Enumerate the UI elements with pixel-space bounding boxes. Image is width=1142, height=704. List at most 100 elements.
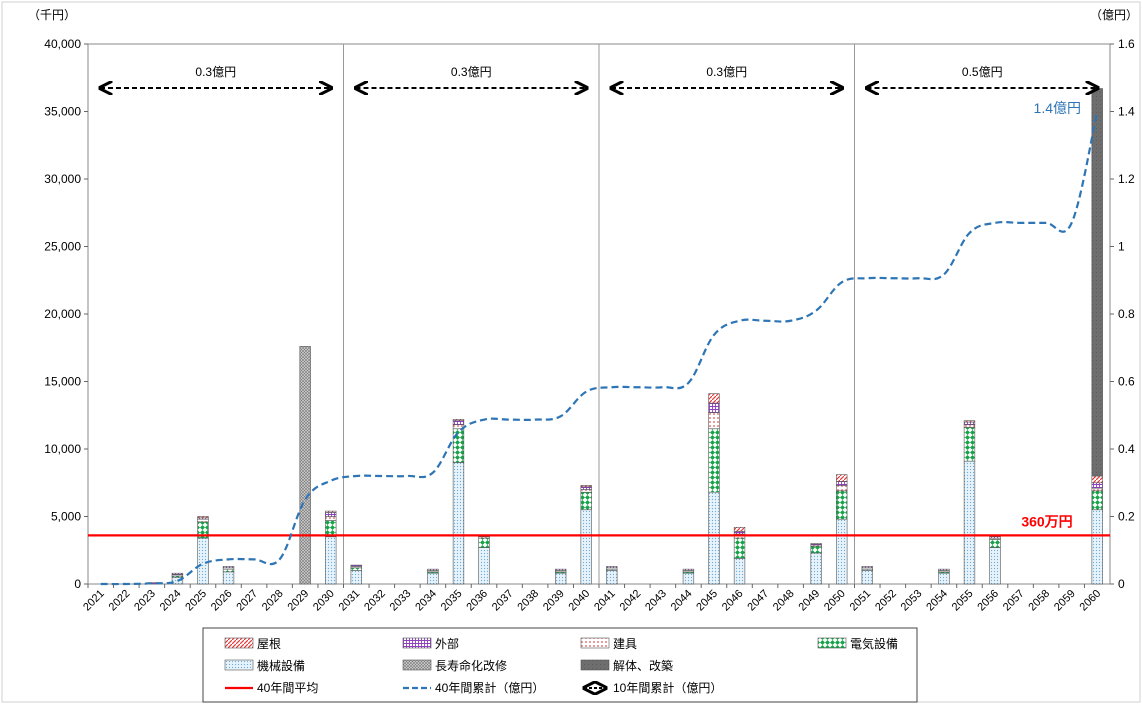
average-label: 360万円 [1021,513,1072,529]
x-tick-label: 2037 [490,588,516,614]
bar-segment [963,427,976,462]
bar-segment [963,460,976,585]
bar-segment [171,572,184,575]
bar-segment [1091,88,1103,477]
x-tick-label: 2044 [669,588,695,614]
bar-segment [197,516,209,519]
x-tick-label: 2048 [771,588,797,614]
bar-segment [478,537,490,548]
bar-segment [708,491,720,585]
x-tick-label: 2046 [720,588,746,614]
y-left-tick-label: 20,000 [44,307,81,321]
bar-segment [682,572,695,585]
bar-segment [555,572,567,585]
x-tick-label: 2050 [822,588,848,614]
bar-segment [682,568,695,571]
bar-segment [580,509,592,585]
bar-segment [222,571,235,585]
y-right-tick-label: 0.2 [1118,510,1135,524]
bar-segment [708,412,720,430]
legend-label: 40年間累計（億円） [435,680,544,695]
x-tick-label: 2023 [132,588,158,614]
bar-segment [1091,487,1103,492]
x-tick-label: 2051 [848,588,874,614]
y-left-tick-label: 30,000 [44,172,81,186]
x-tick-label: 2055 [950,588,976,614]
y-right-tick-label: 1.4 [1118,105,1135,119]
x-tick-label: 2060 [1078,588,1104,614]
bar-segment [1091,475,1103,484]
x-tick-label: 2032 [362,588,388,614]
x-tick-label: 2029 [285,588,311,614]
y-right-tick-label: 1.6 [1118,37,1135,51]
x-tick-label: 2039 [541,588,567,614]
bar-segment [963,424,976,428]
y-right-tick-label: 0.4 [1118,442,1135,456]
bar-segment [733,537,746,559]
legend-box [202,627,918,703]
bar-segment [325,510,337,513]
x-tick-label: 2040 [567,588,593,614]
bar-segment [861,570,873,585]
y-right-tick-label: 1.2 [1118,172,1135,186]
bar-segment [197,518,209,523]
cumulative-line [100,111,1099,586]
legend-label: 屋根 [257,637,281,651]
x-tick-label: 2052 [873,588,899,614]
legend-swatch [580,637,610,649]
x-tick-label: 2022 [107,588,133,614]
bar-segment [580,489,592,493]
x-tick-label: 2030 [311,588,337,614]
legend-swatch [580,659,610,671]
y-left-tick-label: 35,000 [44,105,81,119]
x-tick-label: 2043 [643,588,669,614]
x-tick-label: 2027 [234,588,260,614]
bar-segment [963,420,976,423]
x-tick-label: 2056 [975,588,1001,614]
legend-label: 機械設備 [257,658,305,673]
legend-swatch [224,659,254,671]
legend-swatch [817,637,847,649]
legend-label: 外部 [435,636,459,651]
y-right-tick-label: 0 [1118,577,1125,591]
bar-segment [1091,490,1103,511]
bar-segment [836,490,848,520]
decade-arrow-label: 0.5億円 [962,65,1003,79]
bar-segment [836,481,848,486]
x-tick-label: 2058 [1026,588,1052,614]
y-left-tick-label: 0 [74,577,81,591]
x-tick-label: 2035 [439,588,465,614]
x-tick-label: 2021 [81,588,107,614]
bar-segment [1091,509,1103,585]
y-left-tick-label: 5,000 [51,510,81,524]
end-label: 1.4億円 [1034,100,1081,116]
x-tick-label: 2057 [1001,588,1027,614]
bar-segment [427,572,439,585]
bar-segment [836,518,848,585]
bar-segment [989,536,1001,539]
bar-segment [836,485,848,492]
bar-segment [1091,482,1103,489]
bar-segment [810,552,822,585]
x-tick-label: 2053 [899,588,925,614]
x-tick-label: 2034 [413,588,439,614]
y-left-tick-label: 25,000 [44,240,81,254]
y-right-tick-label: 0.6 [1118,375,1135,389]
bar-segment [989,539,1001,548]
bar-segment [222,568,235,573]
bar-segment [427,568,439,571]
bar-segment [350,564,362,567]
bar-segment [222,566,235,569]
bar-segment [325,512,337,517]
legend-swatch [224,637,254,649]
bar-segment [350,567,362,571]
bar-segment [733,531,746,535]
x-tick-label: 2049 [796,588,822,614]
x-tick-label: 2033 [388,588,414,614]
y-right-tick-label: 0.8 [1118,307,1135,321]
bar-segment [733,526,746,532]
bar-segment [708,402,720,413]
bar-segment [708,393,720,404]
